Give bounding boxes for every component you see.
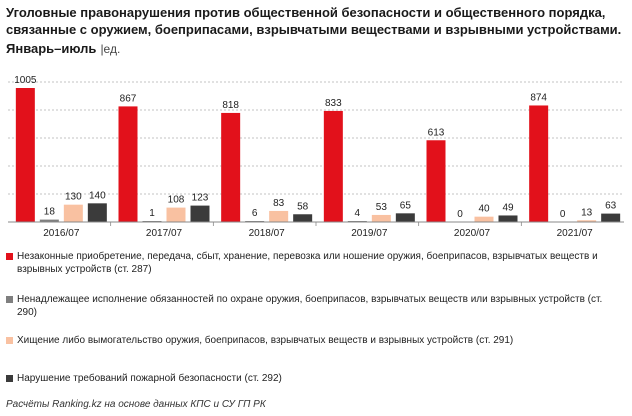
legend-swatch-gray — [6, 296, 13, 303]
data-label: 4 — [355, 208, 361, 219]
data-label: 1005 — [14, 75, 37, 86]
legend-label-art291: Хищение либо вымогательство оружия, боеп… — [17, 335, 514, 346]
bar — [529, 105, 549, 222]
x-tick-label: 2020/07 — [454, 228, 491, 239]
legend-label-art290: Ненадлежащее исполнение обязанностей по … — [17, 294, 603, 318]
data-label: 13 — [581, 207, 593, 218]
data-label: 874 — [530, 92, 547, 103]
data-label: 83 — [273, 198, 285, 209]
bar — [323, 110, 343, 222]
bar — [87, 203, 107, 222]
data-label: 867 — [120, 93, 137, 104]
bar — [371, 214, 391, 222]
data-label: 65 — [400, 200, 412, 211]
chart-subtitle: Январь–июль |ед. — [6, 40, 120, 58]
x-tick-label: 2017/07 — [146, 228, 183, 239]
legend-swatch-peach — [6, 337, 13, 344]
data-label: 0 — [457, 209, 463, 220]
x-tick-label: 2019/07 — [351, 228, 388, 239]
legend-swatch-dark — [6, 375, 13, 382]
bar — [39, 219, 59, 222]
data-label: 833 — [325, 98, 342, 109]
bar — [118, 106, 138, 222]
bar — [269, 210, 289, 222]
source-footnote: Расчёты Ranking.kz на основе данных КПС … — [6, 399, 266, 410]
period-label: Январь–июль — [6, 41, 97, 56]
legend-item-art291: Хищение либо вымогательство оружия, боеп… — [6, 334, 607, 347]
data-label: 58 — [297, 201, 309, 212]
data-label: 6 — [252, 208, 258, 219]
bar — [474, 216, 494, 222]
legend-label-art292: Нарушение требований пожарной безопаснос… — [17, 373, 282, 384]
bar — [63, 204, 83, 222]
data-label: 613 — [428, 127, 445, 138]
data-label: 40 — [478, 204, 490, 215]
data-label: 818 — [222, 100, 239, 111]
x-tick-label: 2018/07 — [249, 228, 286, 239]
chart-title: Уголовные правонарушения против обществе… — [6, 5, 622, 37]
data-label: 123 — [192, 193, 209, 204]
bar — [601, 213, 621, 222]
legend-label-art287: Незаконные приобретение, передача, сбыт,… — [17, 251, 598, 275]
bar — [190, 205, 210, 222]
bar — [15, 88, 35, 222]
unit-label: |ед. — [100, 42, 121, 56]
data-label: 49 — [502, 202, 514, 213]
data-label: 0 — [560, 209, 566, 220]
data-label: 108 — [168, 195, 185, 206]
bar — [166, 207, 186, 222]
x-tick-label: 2016/07 — [43, 228, 80, 239]
data-label: 63 — [605, 201, 617, 212]
bar — [395, 213, 415, 222]
bar — [426, 140, 446, 222]
data-label: 18 — [44, 207, 56, 218]
data-label: 53 — [376, 202, 388, 213]
legend-item-art292: Нарушение требований пожарной безопаснос… — [6, 372, 607, 385]
bar — [221, 112, 241, 222]
legend-item-art287: Незаконные приобретение, передача, сбыт,… — [6, 250, 607, 276]
data-label: 1 — [149, 208, 155, 219]
data-label: 140 — [89, 190, 106, 201]
bar — [498, 215, 518, 222]
bar — [577, 220, 597, 222]
legend-swatch-red — [6, 253, 13, 260]
legend-item-art290: Ненадлежащее исполнение обязанностей по … — [6, 293, 607, 319]
bar — [293, 214, 313, 222]
data-label: 130 — [65, 192, 82, 203]
x-tick-label: 2021/07 — [557, 228, 594, 239]
